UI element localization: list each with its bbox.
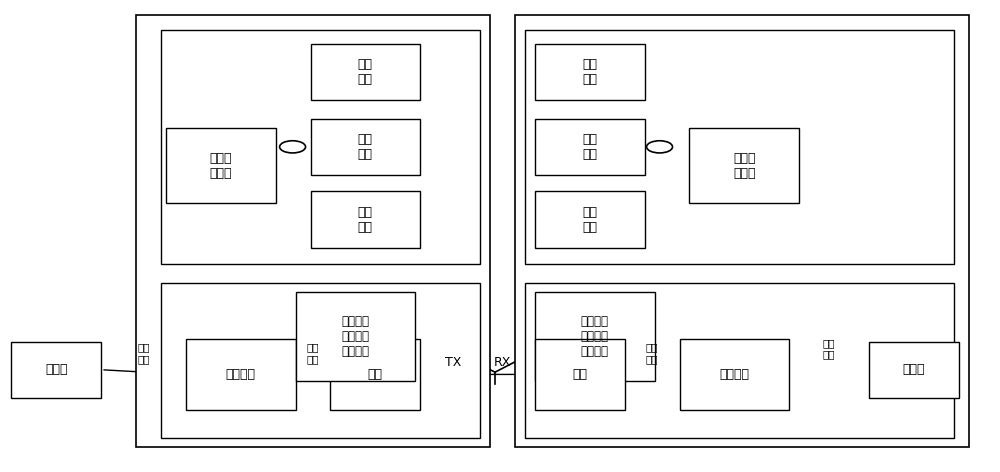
FancyBboxPatch shape [689, 128, 799, 203]
FancyBboxPatch shape [161, 30, 480, 264]
FancyBboxPatch shape [525, 283, 954, 438]
FancyBboxPatch shape [186, 339, 296, 410]
Text: 加密密
钥生成: 加密密 钥生成 [210, 152, 232, 180]
Text: 语音解密: 语音解密 [719, 368, 749, 381]
FancyBboxPatch shape [869, 342, 959, 398]
Text: 超帧
序号: 超帧 序号 [358, 58, 373, 86]
Text: 声码器: 声码器 [903, 363, 925, 376]
Text: 超帧
序号: 超帧 序号 [582, 58, 597, 86]
FancyBboxPatch shape [535, 192, 645, 248]
FancyBboxPatch shape [330, 339, 420, 410]
Text: 语音加密: 语音加密 [226, 368, 256, 381]
FancyBboxPatch shape [535, 292, 655, 381]
FancyBboxPatch shape [525, 30, 954, 264]
Text: 初始
密钥: 初始 密钥 [358, 206, 373, 234]
Text: 解帧: 解帧 [572, 368, 587, 381]
Text: 明文
语音: 明文 语音 [823, 338, 835, 359]
FancyBboxPatch shape [515, 16, 969, 447]
FancyBboxPatch shape [161, 283, 480, 438]
FancyBboxPatch shape [680, 339, 789, 410]
Text: 初始密钥
算法序号
超帧序号: 初始密钥 算法序号 超帧序号 [581, 315, 609, 358]
FancyBboxPatch shape [535, 43, 645, 100]
Text: 算法
序号: 算法 序号 [358, 133, 373, 161]
Text: 初始密钥
算法序号
超帧序号: 初始密钥 算法序号 超帧序号 [341, 315, 369, 358]
Text: 明文
语音: 明文 语音 [137, 343, 150, 364]
Text: 组帧: 组帧 [368, 368, 383, 381]
Text: 密文
语音: 密文 语音 [307, 343, 319, 364]
FancyBboxPatch shape [311, 192, 420, 248]
Text: RX: RX [493, 356, 511, 369]
Text: 声码器: 声码器 [45, 363, 67, 376]
Text: 初始
密钥: 初始 密钥 [582, 206, 597, 234]
FancyBboxPatch shape [535, 339, 625, 410]
Text: TX: TX [445, 356, 461, 369]
Text: 解密密
钥生成: 解密密 钥生成 [733, 152, 756, 180]
Text: 密文
语音: 密文 语音 [646, 343, 658, 364]
FancyBboxPatch shape [311, 43, 420, 100]
FancyBboxPatch shape [311, 118, 420, 175]
FancyBboxPatch shape [11, 342, 101, 398]
FancyBboxPatch shape [166, 128, 276, 203]
FancyBboxPatch shape [296, 292, 415, 381]
Text: 算法
序号: 算法 序号 [582, 133, 597, 161]
FancyBboxPatch shape [535, 118, 645, 175]
FancyBboxPatch shape [136, 16, 490, 447]
